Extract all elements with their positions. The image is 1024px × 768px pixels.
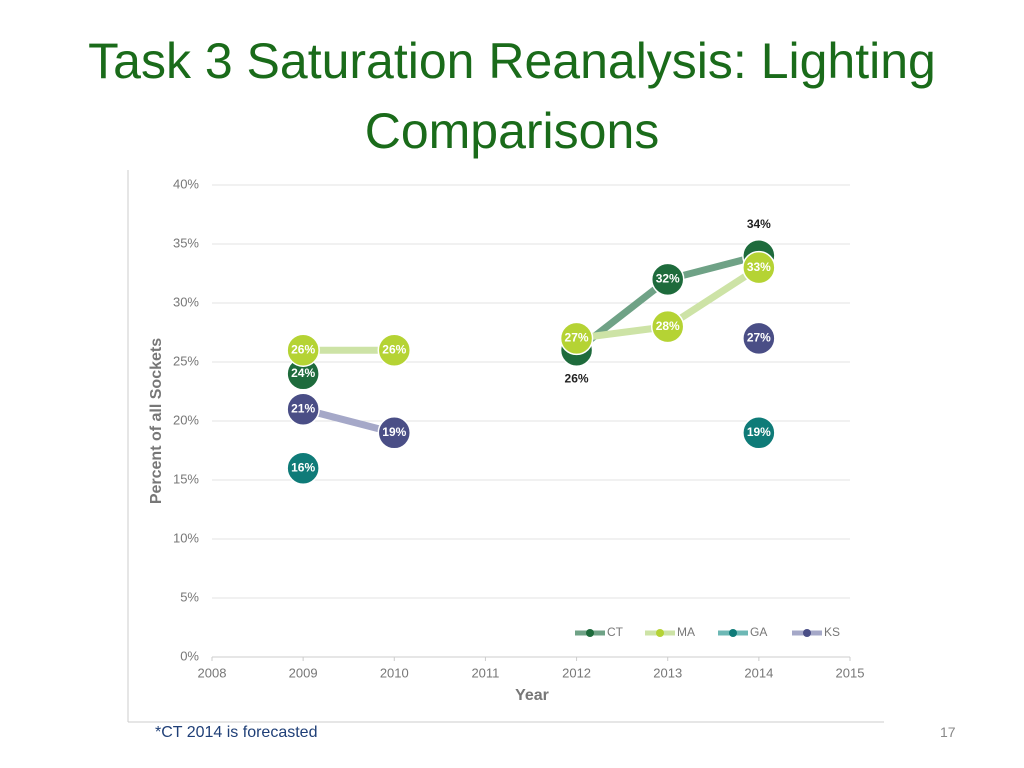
x-axis-label: Year bbox=[515, 687, 549, 704]
data-label: 21% bbox=[291, 401, 315, 415]
x-tick-label: 2013 bbox=[653, 665, 682, 680]
y-tick-label: 30% bbox=[173, 294, 199, 309]
marker bbox=[286, 333, 320, 367]
x-tick-label: 2010 bbox=[380, 665, 409, 680]
y-tick-label: 35% bbox=[173, 235, 199, 250]
marker bbox=[650, 262, 685, 297]
y-axis-label: Percent of all Sockets bbox=[148, 338, 165, 504]
marker bbox=[286, 451, 320, 485]
x-tick-label: 2014 bbox=[744, 665, 773, 680]
data-label: 27% bbox=[747, 331, 771, 345]
y-tick-label: 20% bbox=[173, 412, 199, 427]
footnote: *CT 2014 is forecasted bbox=[155, 724, 318, 741]
x-tick-label: 2015 bbox=[836, 665, 865, 680]
page-number: 17 bbox=[940, 724, 956, 740]
data-label: 26% bbox=[382, 342, 406, 356]
x-tick-label: 2012 bbox=[562, 665, 591, 680]
y-tick-label: 10% bbox=[173, 530, 199, 545]
series-line bbox=[299, 264, 763, 354]
marker bbox=[559, 321, 594, 356]
marker bbox=[377, 333, 412, 367]
legend-label: CT bbox=[607, 625, 624, 639]
data-label: 27% bbox=[565, 331, 589, 345]
legend-label: MA bbox=[677, 625, 695, 639]
data-label: 16% bbox=[291, 460, 315, 474]
y-tick-label: 40% bbox=[173, 176, 199, 191]
y-tick-label: 5% bbox=[180, 589, 199, 604]
y-tick-label: 15% bbox=[173, 471, 199, 486]
legend-dot bbox=[803, 629, 811, 637]
x-tick-label: 2009 bbox=[289, 665, 318, 680]
data-label: 32% bbox=[656, 272, 680, 286]
marker bbox=[742, 250, 776, 285]
data-label: 33% bbox=[747, 260, 771, 274]
marker bbox=[286, 392, 320, 426]
marker bbox=[742, 321, 776, 356]
legend-dot bbox=[586, 629, 594, 637]
legend-dot bbox=[656, 629, 664, 637]
x-tick-label: 2008 bbox=[198, 665, 227, 680]
data-label: 19% bbox=[382, 425, 406, 439]
legend-dot bbox=[729, 629, 737, 637]
data-label: 26% bbox=[565, 371, 589, 385]
slide-title: Task 3 Saturation Reanalysis: Lighting C… bbox=[88, 33, 936, 159]
data-label: 34% bbox=[747, 217, 771, 231]
data-label: 28% bbox=[656, 319, 680, 333]
marker bbox=[742, 416, 776, 450]
data-label: 19% bbox=[747, 425, 771, 439]
legend-label: GA bbox=[750, 625, 767, 639]
data-label: 24% bbox=[291, 366, 315, 380]
legend-label: KS bbox=[824, 625, 840, 639]
marker bbox=[377, 416, 412, 450]
marker bbox=[650, 309, 685, 344]
y-tick-label: 25% bbox=[173, 353, 199, 368]
y-tick-label: 0% bbox=[180, 648, 199, 663]
x-tick-label: 2011 bbox=[471, 665, 499, 680]
data-label: 26% bbox=[291, 342, 315, 356]
